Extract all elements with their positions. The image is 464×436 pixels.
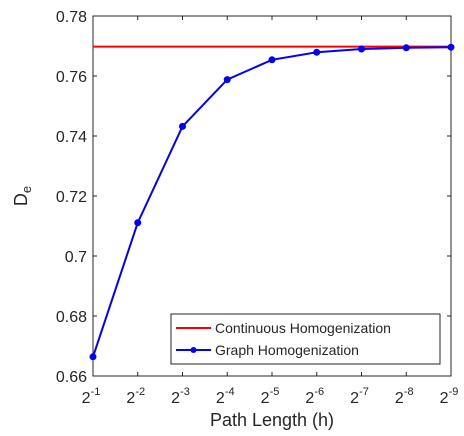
x-tick-exponent: -9 xyxy=(449,386,459,398)
x-tick-label: 2-9 xyxy=(440,386,459,407)
series-layer xyxy=(89,43,455,361)
x-tick-exponent: -3 xyxy=(180,386,190,398)
data-point xyxy=(134,219,142,227)
x-tick-exponent: -1 xyxy=(91,386,101,398)
y-axis-label-subscript: e xyxy=(19,186,34,193)
y-tick-label: 0.68 xyxy=(56,309,87,326)
x-tick-exponent: -2 xyxy=(135,386,145,398)
data-point xyxy=(268,56,276,64)
x-tick-exponent: -8 xyxy=(404,386,414,398)
y-axis-label-main: D xyxy=(11,193,31,206)
x-tick-base: 2 xyxy=(171,390,180,407)
x-tick-base: 2 xyxy=(395,390,404,407)
legend: Continuous Homogenization Graph Homogeni… xyxy=(170,313,441,365)
data-point xyxy=(89,353,97,361)
x-tick-base: 2 xyxy=(82,390,91,407)
x-tick-base: 2 xyxy=(216,390,225,407)
legend-box xyxy=(170,313,441,365)
y-tick-label: 0.76 xyxy=(56,69,87,86)
x-tick-base: 2 xyxy=(350,390,359,407)
data-point xyxy=(447,43,455,51)
legend-marker-graph xyxy=(190,347,197,353)
data-point xyxy=(358,45,365,53)
legend-label-graph: Graph Homogenization xyxy=(215,342,359,358)
x-tick-label: 2-5 xyxy=(261,386,280,407)
x-tick-base: 2 xyxy=(126,390,135,407)
y-axis-ticks: 0.66 0.68 0.7 0.72 0.74 0.76 0.78 xyxy=(56,9,451,386)
y-tick-label: 0.72 xyxy=(56,189,87,206)
x-tick-exponent: -6 xyxy=(314,386,324,398)
x-tick-exponent: -7 xyxy=(359,386,369,398)
y-axis-label: De xyxy=(11,186,34,206)
legend-label-continuous: Continuous Homogenization xyxy=(215,320,391,336)
x-tick-base: 2 xyxy=(305,390,314,407)
x-tick-label: 2-7 xyxy=(350,386,369,407)
x-tick-label: 2-1 xyxy=(82,386,101,407)
x-tick-label: 2-4 xyxy=(216,386,235,407)
x-tick-label: 2-2 xyxy=(126,386,145,407)
x-axis-label: Path Length (h) xyxy=(210,410,334,430)
data-point xyxy=(402,44,410,52)
x-tick-base: 2 xyxy=(440,390,449,407)
data-point xyxy=(179,122,186,130)
y-tick-label: 0.74 xyxy=(56,129,87,146)
y-tick-label: 0.78 xyxy=(56,9,87,26)
x-tick-exponent: -5 xyxy=(270,386,280,398)
y-tick-label: 0.7 xyxy=(65,249,87,266)
y-tick-label: 0.66 xyxy=(56,369,87,386)
x-tick-label: 2-6 xyxy=(305,386,324,407)
x-tick-exponent: -4 xyxy=(225,386,235,398)
data-point xyxy=(223,76,231,84)
x-axis-ticks: 2-1 2-2 2-3 2-4 2-5 2-6 2-7 2-8 2-9 xyxy=(82,16,459,407)
x-tick-label: 2-8 xyxy=(395,386,414,407)
x-tick-label: 2-3 xyxy=(171,386,190,407)
data-point xyxy=(313,48,321,56)
x-tick-base: 2 xyxy=(261,390,270,407)
